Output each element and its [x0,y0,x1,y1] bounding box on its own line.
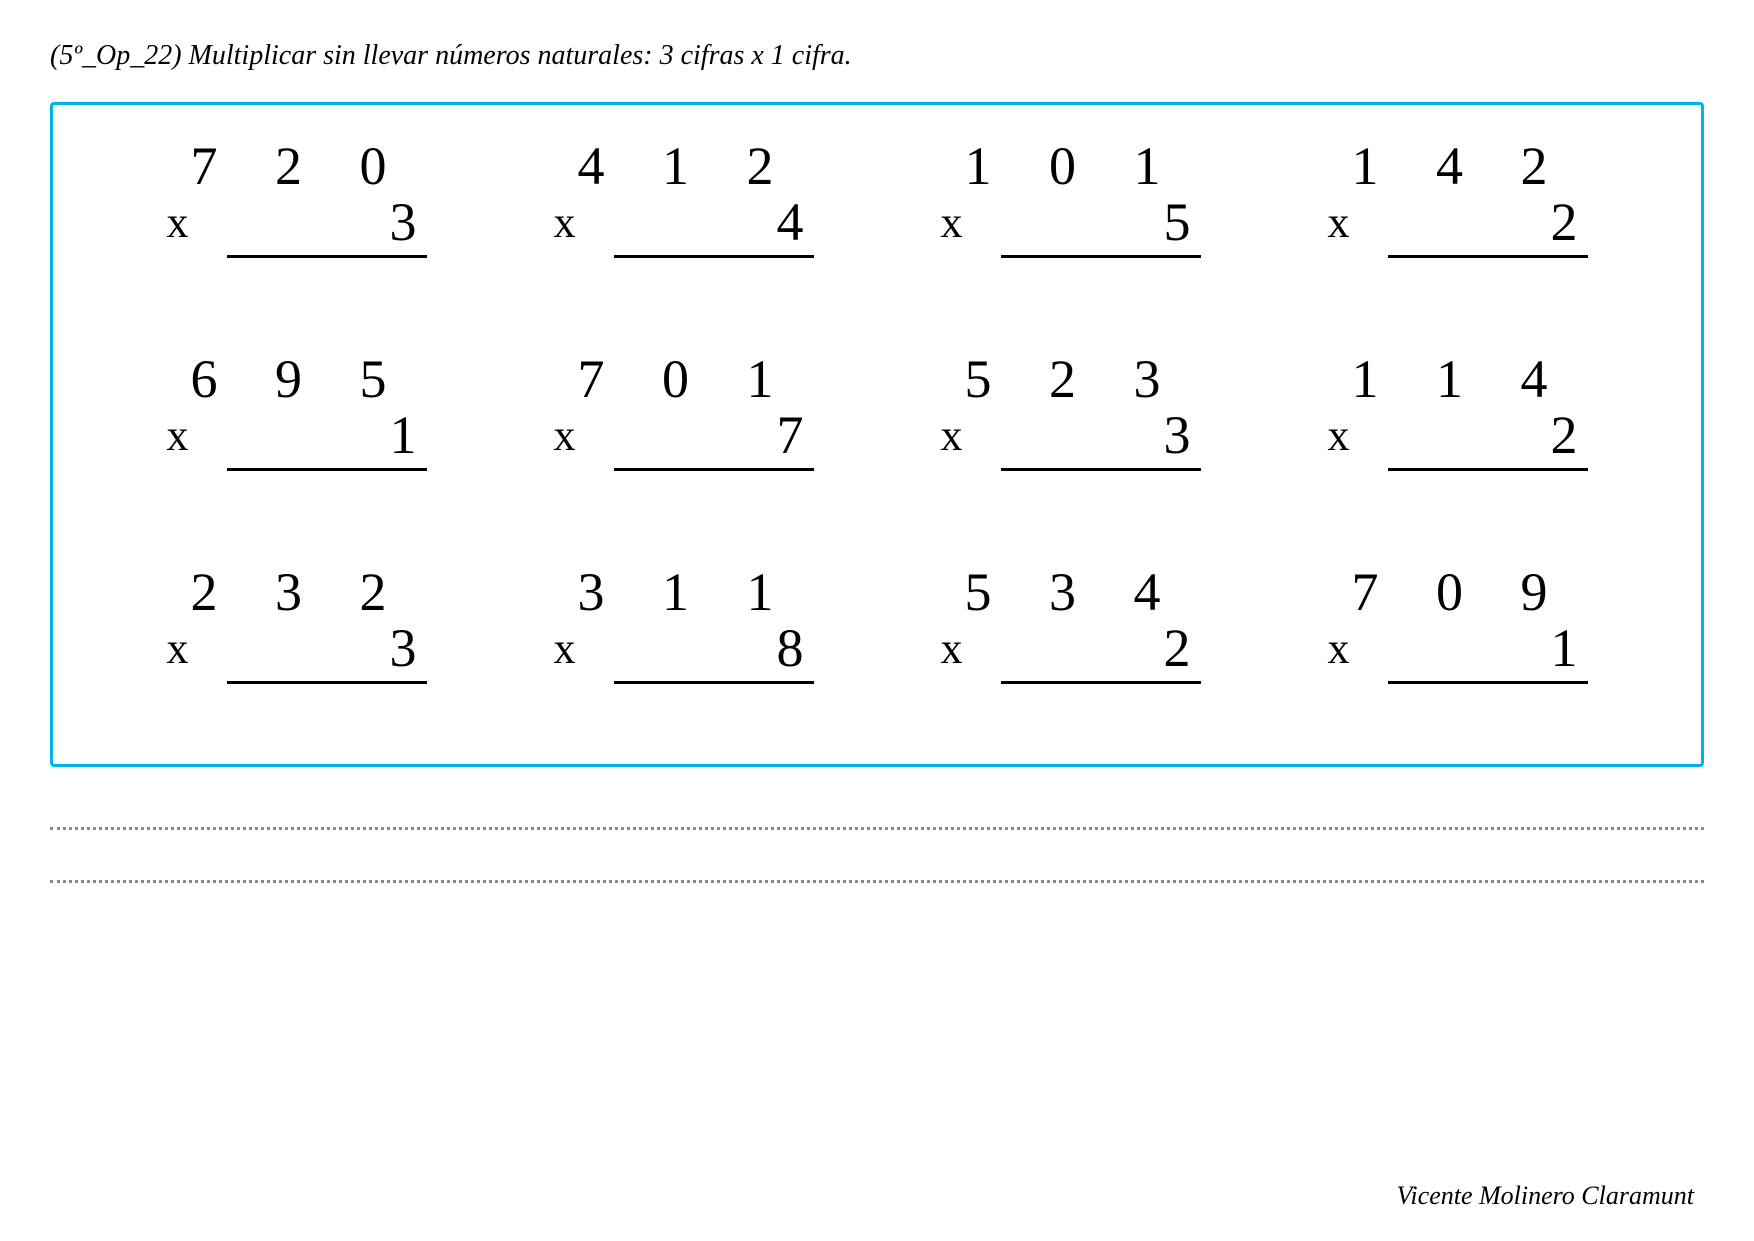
problem-rule [1001,468,1201,471]
multiplier: 4 [594,191,814,253]
author-credit: Vicente Molinero Claramunt [1396,1181,1694,1211]
multiplier-row: x4 [554,191,814,253]
multiplier-row: x3 [167,617,427,679]
multiplier: 5 [981,191,1201,253]
multiplication-problem: 5 2 3x3 [931,348,1211,471]
multiplication-problem: 1 0 1x5 [931,135,1211,258]
dotted-line [50,880,1704,883]
multiplier: 2 [1368,191,1588,253]
multiplicand: 7 0 1 [564,348,804,410]
problem-rule [227,468,427,471]
multiplier-row: x2 [941,617,1201,679]
problem-rule [1388,681,1588,684]
dotted-line [50,827,1704,830]
multiplication-problem: 7 0 9x1 [1318,561,1598,684]
multiply-symbol: x [1328,623,1368,674]
multiply-symbol: x [941,623,981,674]
multiplication-problem: 6 9 5x1 [157,348,437,471]
multiplier: 3 [207,191,427,253]
multiplier: 1 [207,404,427,466]
multiplier-row: x1 [1328,617,1588,679]
multiplier: 8 [594,617,814,679]
problem-rule [1001,255,1201,258]
problem-rule [227,681,427,684]
multiplier-row: x3 [941,404,1201,466]
multiplication-problem: 7 0 1x7 [544,348,824,471]
multiply-symbol: x [554,197,594,248]
problem-rule [614,681,814,684]
multiply-symbol: x [554,623,594,674]
problem-rule [227,255,427,258]
multiplier: 2 [1368,404,1588,466]
problem-rule [1001,681,1201,684]
problem-row: 6 9 5x17 0 1x75 2 3x31 1 4x2 [103,348,1651,471]
multiplier: 3 [207,617,427,679]
multiplicand: 5 3 4 [951,561,1191,623]
multiplication-problem: 4 1 2x4 [544,135,824,258]
multiplier: 7 [594,404,814,466]
multiplier-row: x8 [554,617,814,679]
problem-rule [1388,468,1588,471]
answer-lines [50,827,1704,883]
multiplier-row: x1 [167,404,427,466]
problem-rule [1388,255,1588,258]
multiply-symbol: x [941,197,981,248]
multiplicand: 7 2 0 [177,135,417,197]
multiplicand: 1 0 1 [951,135,1191,197]
multiplier-row: x7 [554,404,814,466]
multiplier-row: x2 [1328,191,1588,253]
multiplication-problem: 2 3 2x3 [157,561,437,684]
multiplicand: 3 1 1 [564,561,804,623]
multiplier-row: x3 [167,191,427,253]
multiply-symbol: x [167,623,207,674]
multiplicand: 6 9 5 [177,348,417,410]
problem-rule [614,255,814,258]
multiplication-problem: 1 4 2x2 [1318,135,1598,258]
multiplicand: 4 1 2 [564,135,804,197]
multiplicand: 7 0 9 [1338,561,1578,623]
multiplication-problem: 7 2 0x3 [157,135,437,258]
multiplier: 3 [981,404,1201,466]
multiplication-problem: 1 1 4x2 [1318,348,1598,471]
multiply-symbol: x [941,410,981,461]
multiplier: 2 [981,617,1201,679]
multiply-symbol: x [1328,410,1368,461]
multiplicand: 5 2 3 [951,348,1191,410]
multiplier: 1 [1368,617,1588,679]
multiplication-problem: 5 3 4x2 [931,561,1211,684]
problem-row: 7 2 0x34 1 2x41 0 1x51 4 2x2 [103,135,1651,258]
problem-rule [614,468,814,471]
multiply-symbol: x [554,410,594,461]
multiplicand: 2 3 2 [177,561,417,623]
multiplication-problem: 3 1 1x8 [544,561,824,684]
multiply-symbol: x [1328,197,1368,248]
multiplicand: 1 1 4 [1338,348,1578,410]
worksheet-title: (5º_Op_22) Multiplicar sin llevar número… [50,40,1704,72]
problem-row: 2 3 2x33 1 1x85 3 4x27 0 9x1 [103,561,1651,684]
worksheet-container: 7 2 0x34 1 2x41 0 1x51 4 2x26 9 5x17 0 1… [50,102,1704,767]
multiplier-row: x5 [941,191,1201,253]
multiplier-row: x2 [1328,404,1588,466]
multiply-symbol: x [167,197,207,248]
multiplicand: 1 4 2 [1338,135,1578,197]
multiply-symbol: x [167,410,207,461]
